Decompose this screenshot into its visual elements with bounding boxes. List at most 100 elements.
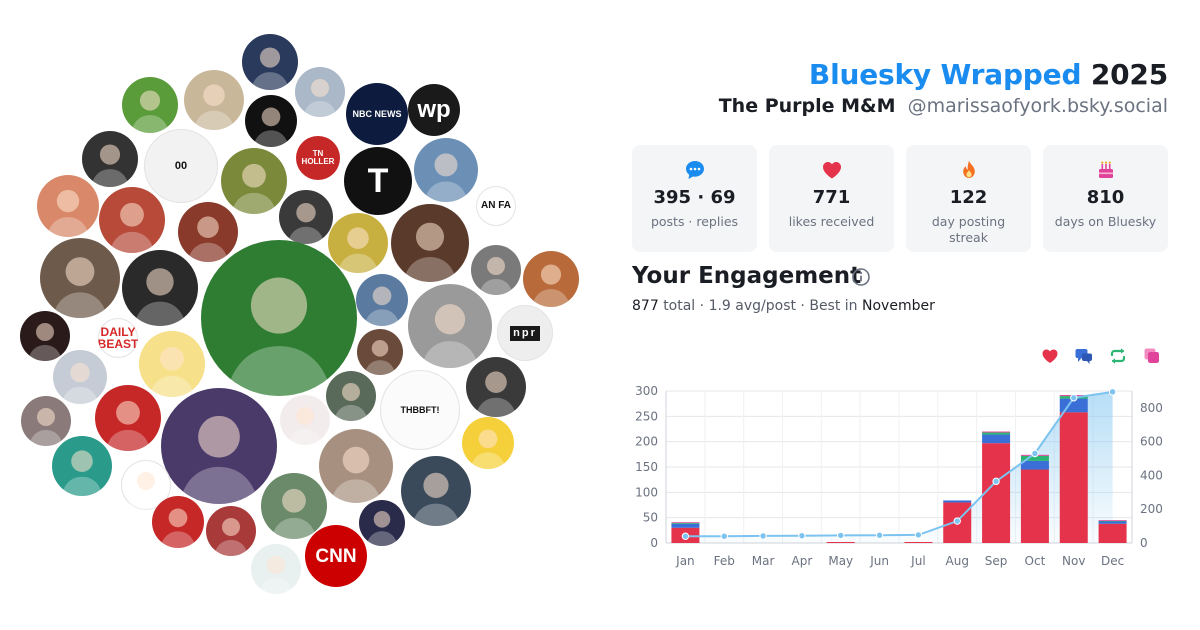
avatar[interactable]: [328, 213, 388, 273]
bar-segment: [1098, 521, 1127, 524]
avatar[interactable]: AN FA: [476, 186, 516, 226]
profile-silhouette-icon: [470, 429, 506, 469]
likes-legend-heart-icon[interactable]: [1041, 347, 1059, 369]
engagement-best-prefix: Best in: [809, 298, 858, 314]
profile-silhouette-icon: [179, 415, 259, 504]
profile-silhouette-icon: [475, 371, 517, 417]
avatar[interactable]: npr: [497, 305, 553, 361]
x-tick-label: Mar: [752, 554, 775, 568]
avatar[interactable]: [357, 329, 403, 375]
display-name: The Purple M&M: [718, 95, 896, 117]
avatar[interactable]: [184, 70, 244, 130]
avatar[interactable]: [99, 187, 165, 253]
avatar[interactable]: [462, 417, 514, 469]
avatar[interactable]: [122, 77, 178, 133]
quotes-legend-quote-icon[interactable]: [1143, 347, 1161, 369]
cumulative-point: [837, 531, 845, 540]
bar-segment: [982, 443, 1011, 543]
y2-tick-label: 400: [1140, 468, 1163, 482]
bar-segment: [982, 431, 1011, 433]
cumulative-point: [681, 532, 690, 540]
avatar[interactable]: [178, 202, 238, 262]
avatar[interactable]: DAILY BEAST: [98, 318, 138, 358]
avatar[interactable]: [408, 284, 492, 368]
avatar[interactable]: [280, 395, 330, 445]
bar-segment: [943, 500, 972, 503]
avatar[interactable]: [95, 385, 161, 451]
avatar[interactable]: [401, 456, 471, 526]
profile-silhouette-icon: [90, 144, 130, 187]
profile-silhouette-icon: [337, 227, 379, 273]
engagement-summary: 877 total · 1.9 avg/post · Best in Novem…: [632, 298, 935, 314]
x-tick-label: Apr: [792, 554, 813, 568]
x-tick-label: Jul: [910, 554, 925, 568]
avatar[interactable]: [82, 131, 138, 187]
year-title: 2025: [1090, 58, 1168, 91]
avatar[interactable]: 00: [144, 129, 218, 203]
avatar[interactable]: [206, 506, 256, 556]
avatar[interactable]: [523, 251, 579, 307]
avatar[interactable]: [471, 245, 521, 295]
avatar[interactable]: [414, 138, 478, 202]
cumulative-point: [759, 532, 767, 540]
avatar[interactable]: [37, 175, 99, 237]
profile-silhouette-icon: [29, 408, 63, 446]
profile-silhouette-icon: [225, 277, 333, 396]
profile-silhouette-icon: [109, 202, 155, 253]
avatar[interactable]: [359, 500, 405, 546]
avatar[interactable]: [466, 357, 526, 417]
avatar[interactable]: TN HOLLER: [296, 136, 340, 180]
avatar[interactable]: [251, 544, 301, 594]
cumulative-point: [1070, 394, 1078, 402]
avatar[interactable]: THBBFT!: [380, 370, 460, 450]
avatar[interactable]: [279, 190, 333, 244]
bar-segment: [1059, 412, 1088, 543]
replies-legend-reply-icon[interactable]: [1074, 347, 1094, 369]
avatar[interactable]: [245, 95, 297, 147]
avatar[interactable]: [295, 67, 345, 117]
avatar[interactable]: [40, 238, 120, 318]
avatar[interactable]: [242, 34, 298, 90]
user-handle[interactable]: @marissaofyork.bsky.social: [907, 95, 1168, 117]
profile-silhouette-icon: [134, 268, 186, 326]
avatar[interactable]: [161, 388, 277, 504]
x-tick-label: Aug: [946, 554, 969, 568]
avatar-label: T: [367, 162, 389, 200]
profile-silhouette-icon: [46, 189, 90, 237]
avatar[interactable]: [201, 240, 357, 396]
avatar[interactable]: wp: [408, 84, 460, 136]
avatar[interactable]: [326, 371, 376, 421]
x-tick-label: May: [828, 554, 853, 568]
avatar[interactable]: [121, 460, 171, 510]
profile-silhouette-icon: [479, 257, 513, 295]
reposts-legend-repost-icon[interactable]: [1108, 347, 1128, 369]
avatar[interactable]: [391, 204, 469, 282]
profile-silhouette-icon: [160, 508, 196, 548]
avatar[interactable]: [20, 311, 70, 361]
cumulative-point: [875, 531, 884, 539]
avatar[interactable]: CNN: [305, 525, 367, 587]
avatar[interactable]: [52, 436, 112, 496]
info-icon[interactable]: [851, 267, 871, 291]
avatar[interactable]: [21, 396, 71, 446]
avatar[interactable]: [356, 274, 408, 326]
bar-segment: [1020, 460, 1049, 470]
avatar[interactable]: [319, 429, 393, 503]
avatar[interactable]: T: [344, 147, 412, 215]
profile-silhouette-icon: [412, 472, 460, 526]
avatar[interactable]: NBC NEWS: [346, 83, 408, 145]
avatar[interactable]: [261, 473, 327, 539]
avatar-label: TN HOLLER: [301, 149, 335, 166]
avatar[interactable]: [139, 331, 205, 397]
y2-tick-label: 0: [1140, 536, 1148, 550]
avatar[interactable]: [221, 148, 287, 214]
profile-silhouette-icon: [531, 264, 571, 307]
avatar[interactable]: [122, 250, 198, 326]
bar-segment: [1020, 455, 1049, 461]
avatar-label: AN FA: [481, 200, 511, 211]
bar-segment: [671, 522, 700, 524]
avatar-label: wp: [417, 96, 451, 123]
avatar[interactable]: [152, 496, 204, 548]
profile-silhouette-icon: [421, 304, 479, 368]
avatar[interactable]: [53, 350, 107, 404]
